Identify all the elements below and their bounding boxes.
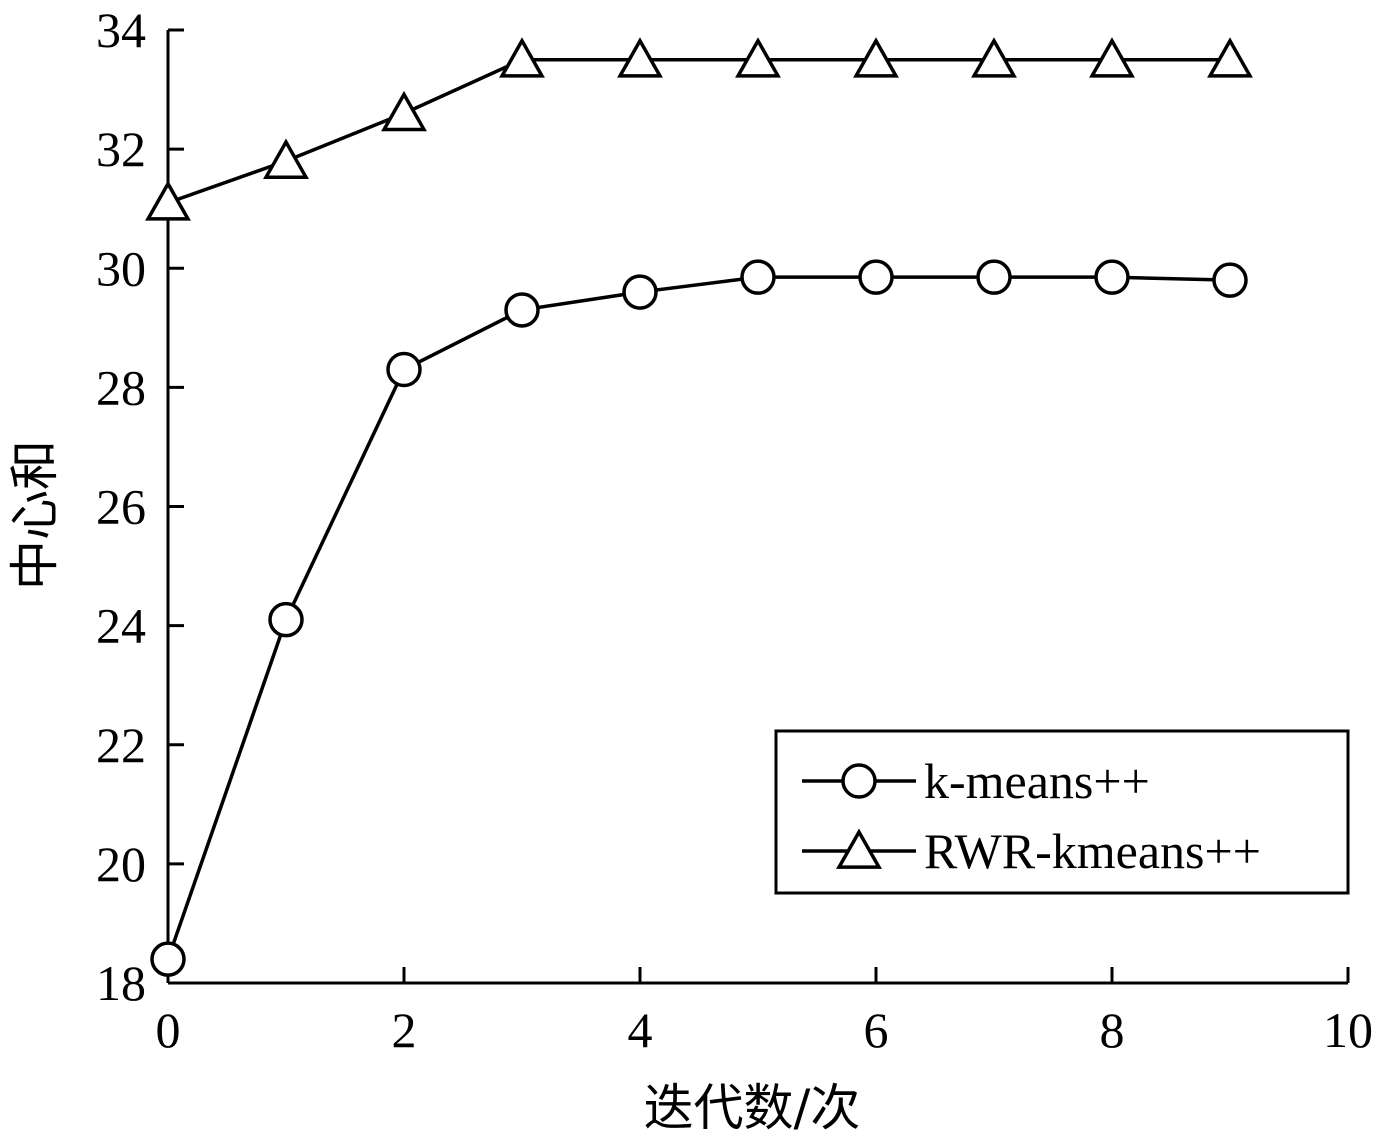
y-tick-label: 28	[96, 359, 146, 415]
data-point-0-3	[504, 292, 540, 328]
x-axis-title: 迭代数/次	[644, 1079, 861, 1137]
data-point-1-7	[971, 37, 1017, 78]
data-point-0-9	[1212, 262, 1248, 298]
data-point-0-5	[740, 259, 776, 295]
data-point-1-3	[499, 37, 545, 78]
y-tick-label: 30	[96, 240, 146, 296]
x-tick-label: 0	[156, 1002, 181, 1058]
y-tick-label: 20	[96, 836, 146, 892]
y-tick-label: 32	[96, 121, 146, 177]
legend-marker-0	[841, 763, 877, 799]
data-point-0-4	[622, 274, 658, 310]
data-point-1-5	[735, 37, 781, 78]
legend-marker-1	[836, 828, 882, 869]
data-point-1-6	[853, 37, 899, 78]
y-tick-label: 24	[96, 598, 146, 654]
data-point-1-9	[1207, 37, 1253, 78]
data-point-0-6	[858, 259, 894, 295]
data-point-0-0	[150, 941, 186, 977]
x-tick-label: 10	[1323, 1002, 1373, 1058]
y-axis-title: 中心和	[6, 440, 64, 590]
legend-label-0: k-means++	[924, 753, 1150, 809]
series-line-1	[167, 58, 1230, 205]
data-point-1-8	[1089, 37, 1135, 78]
series-line-0	[166, 275, 1231, 960]
data-point-0-2	[386, 351, 422, 388]
x-tick-label: 4	[628, 1002, 653, 1058]
series-1	[145, 37, 1253, 221]
y-tick-label: 22	[96, 717, 146, 773]
data-point-1-0	[145, 180, 191, 221]
legend: k-means++ RWR-kmeans++	[774, 729, 1350, 895]
data-point-0-1	[268, 601, 304, 638]
y-tick-label: 34	[96, 2, 146, 58]
data-point-0-7	[976, 259, 1012, 295]
series-0	[150, 259, 1248, 977]
y-tick-label: 26	[96, 479, 146, 535]
x-tick-label: 6	[864, 1002, 889, 1058]
x-tick-label: 8	[1100, 1002, 1125, 1058]
series-layer	[145, 37, 1253, 977]
x-tick-label: 2	[392, 1002, 417, 1058]
y-tick-label: 18	[96, 955, 146, 1011]
data-point-1-2	[381, 90, 427, 132]
data-point-1-1	[263, 138, 309, 179]
legend-label-1: RWR-kmeans++	[924, 823, 1261, 879]
data-point-1-4	[617, 37, 663, 78]
data-point-0-8	[1094, 259, 1130, 295]
